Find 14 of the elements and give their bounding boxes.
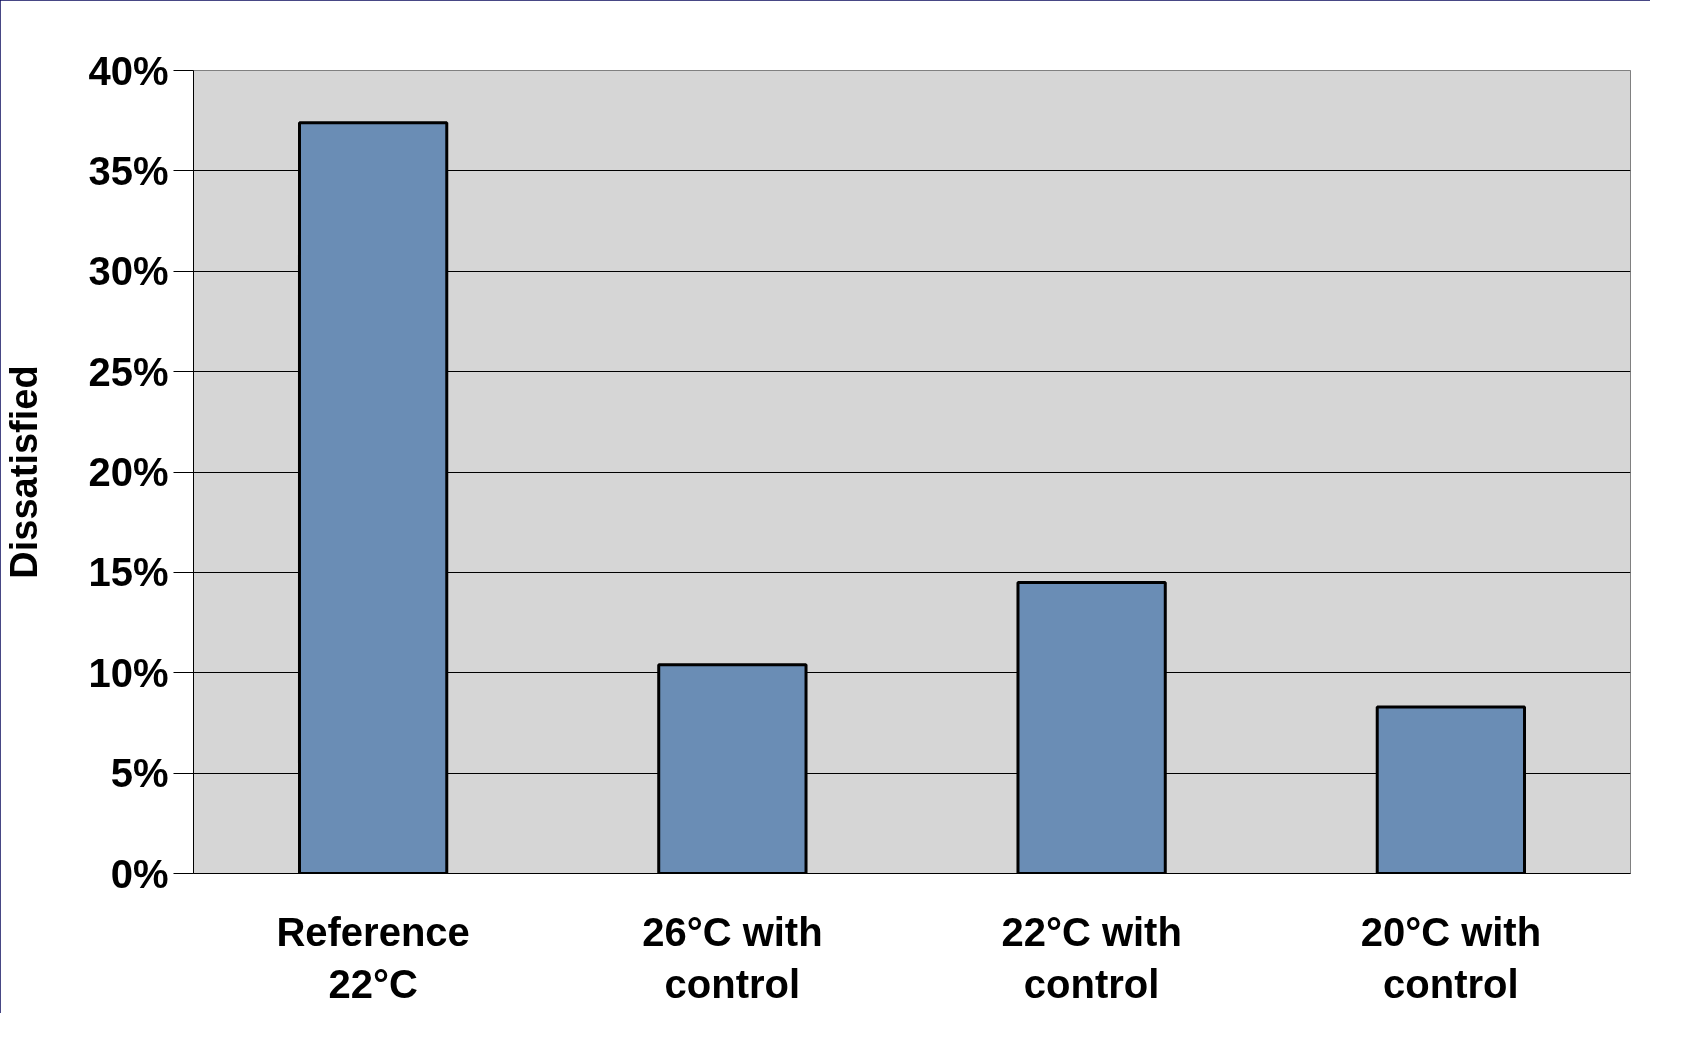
y-tick-label: 0% [110, 851, 169, 896]
y-tick-label: 25% [88, 349, 169, 394]
y-tick-label: 5% [110, 751, 169, 796]
y-tick-label: 15% [88, 550, 169, 595]
y-tick-label: 10% [88, 650, 169, 695]
x-tick-label: Reference 22°C [276, 909, 470, 1007]
x-tick-label: 26°C with control [642, 909, 823, 1007]
y-axis-title: Dissatisfied [3, 365, 46, 579]
y-tick-label: 35% [88, 148, 169, 193]
y-tick-label: 20% [88, 450, 169, 494]
y-tick-label: 40% [88, 48, 169, 93]
x-tick-label: 20°C with control [1360, 909, 1542, 1007]
x-tick-label: 22°C with control [1001, 909, 1182, 1007]
y-tick-label: 30% [88, 249, 169, 294]
